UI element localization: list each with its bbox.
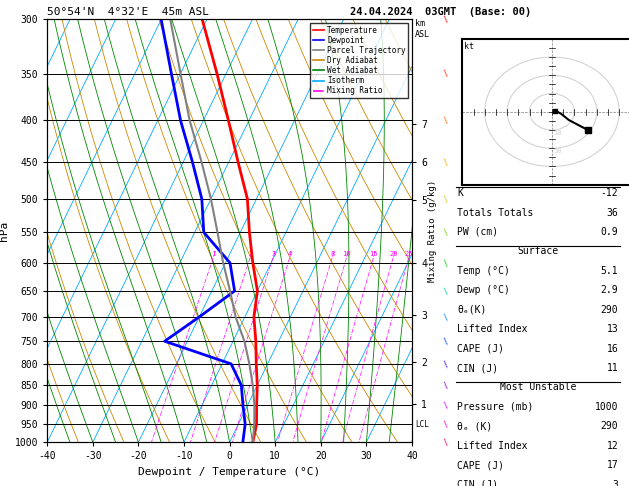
Text: Most Unstable: Most Unstable (499, 382, 576, 393)
Text: /: / (442, 15, 452, 24)
Text: θₑ(K): θₑ(K) (457, 305, 487, 315)
Text: /: / (442, 380, 452, 390)
Text: Totals Totals: Totals Totals (457, 208, 533, 218)
Text: 25: 25 (404, 251, 413, 257)
Text: Pressure (mb): Pressure (mb) (457, 402, 533, 412)
Text: 16: 16 (606, 344, 618, 354)
Text: 290: 290 (601, 421, 618, 432)
Text: /: / (442, 258, 452, 268)
Text: 2.9: 2.9 (601, 285, 618, 295)
Text: /: / (442, 157, 452, 167)
Text: 50: 50 (554, 148, 562, 154)
Text: 10: 10 (343, 251, 351, 257)
Text: Mixing Ratio (g/kg): Mixing Ratio (g/kg) (428, 180, 437, 282)
Y-axis label: hPa: hPa (0, 221, 9, 241)
X-axis label: Dewpoint / Temperature (°C): Dewpoint / Temperature (°C) (138, 467, 321, 477)
Text: 2: 2 (248, 251, 252, 257)
Text: Surface: Surface (517, 246, 559, 257)
Text: Lifted Index: Lifted Index (457, 324, 528, 334)
Text: 5.1: 5.1 (601, 266, 618, 276)
Text: CIN (J): CIN (J) (457, 363, 498, 373)
Legend: Temperature, Dewpoint, Parcel Trajectory, Dry Adiabat, Wet Adiabat, Isotherm, Mi: Temperature, Dewpoint, Parcel Trajectory… (311, 23, 408, 98)
Text: /: / (442, 69, 452, 79)
Text: 10: 10 (554, 130, 562, 136)
Text: /: / (442, 359, 452, 369)
Text: 12: 12 (606, 441, 618, 451)
Text: 8: 8 (330, 251, 335, 257)
Text: km
ASL: km ASL (415, 19, 430, 39)
Text: 1000: 1000 (595, 402, 618, 412)
Text: 15: 15 (369, 251, 378, 257)
Text: 36: 36 (606, 208, 618, 218)
Text: /: / (442, 336, 452, 346)
Text: Dewp (°C): Dewp (°C) (457, 285, 510, 295)
Text: /: / (442, 437, 452, 447)
Text: Lifted Index: Lifted Index (457, 441, 528, 451)
Text: /: / (442, 194, 452, 204)
Text: 0.9: 0.9 (601, 227, 618, 237)
Text: CAPE (J): CAPE (J) (457, 344, 504, 354)
Text: PW (cm): PW (cm) (457, 227, 498, 237)
Text: CAPE (J): CAPE (J) (457, 460, 504, 470)
Text: LCL: LCL (416, 420, 430, 429)
Text: 1: 1 (211, 251, 216, 257)
Text: θₑ (K): θₑ (K) (457, 421, 493, 432)
Text: /: / (442, 419, 452, 429)
Text: -12: -12 (601, 188, 618, 198)
Text: 17: 17 (606, 460, 618, 470)
Text: 11: 11 (606, 363, 618, 373)
Text: 24.04.2024  03GMT  (Base: 00): 24.04.2024 03GMT (Base: 00) (350, 7, 532, 17)
Text: 3: 3 (271, 251, 276, 257)
Text: Temp (°C): Temp (°C) (457, 266, 510, 276)
Text: 50°54'N  4°32'E  45m ASL: 50°54'N 4°32'E 45m ASL (47, 7, 209, 17)
Text: /: / (442, 116, 452, 125)
Text: /: / (442, 227, 452, 237)
Text: CIN (J): CIN (J) (457, 480, 498, 486)
Text: /: / (442, 312, 452, 322)
Text: 3: 3 (613, 480, 618, 486)
Text: kt: kt (464, 42, 474, 51)
Text: K: K (457, 188, 463, 198)
Text: 20: 20 (389, 251, 398, 257)
Text: /: / (442, 286, 452, 296)
Text: 13: 13 (606, 324, 618, 334)
Text: 290: 290 (601, 305, 618, 315)
Text: /: / (442, 400, 452, 410)
Text: 4: 4 (288, 251, 292, 257)
